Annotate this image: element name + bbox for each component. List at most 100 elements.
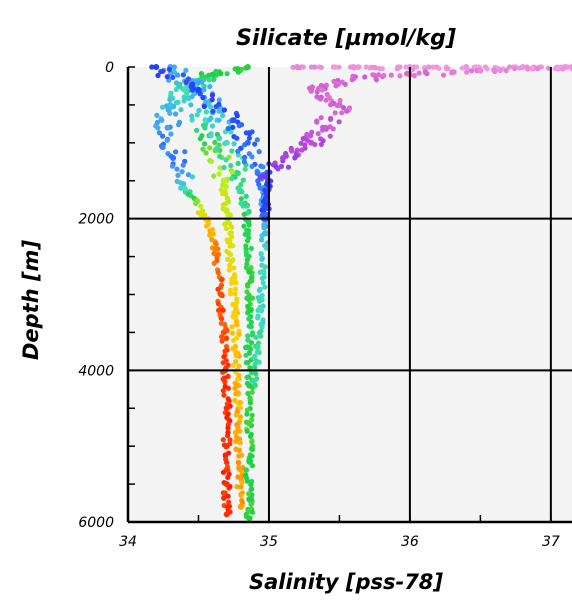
data-point — [257, 174, 263, 181]
data-point — [246, 496, 253, 503]
data-point — [222, 191, 229, 197]
data-point — [235, 160, 241, 166]
data-point — [202, 125, 208, 131]
data-point — [562, 64, 568, 70]
data-point — [234, 322, 240, 328]
data-point — [219, 277, 225, 283]
data-point — [318, 115, 324, 121]
data-point — [336, 101, 343, 108]
data-point — [201, 103, 207, 110]
data-point — [220, 437, 226, 443]
chart-title: Silicate [µmol/kg] — [236, 26, 456, 51]
data-point — [238, 196, 244, 202]
data-point — [238, 492, 244, 498]
data-point — [234, 113, 240, 119]
data-point — [164, 137, 170, 143]
data-point — [257, 298, 263, 304]
data-point — [225, 474, 231, 480]
data-point — [529, 65, 535, 71]
data-point — [234, 170, 241, 177]
data-point — [235, 376, 241, 382]
data-point — [260, 268, 267, 275]
data-point — [328, 102, 334, 108]
data-point — [482, 64, 489, 70]
data-point — [204, 223, 210, 229]
data-point — [173, 111, 179, 117]
data-point — [253, 371, 259, 377]
data-point — [263, 200, 270, 207]
data-point — [178, 107, 184, 113]
data-point — [451, 69, 457, 75]
data-point — [254, 170, 261, 177]
data-point — [250, 378, 256, 384]
data-point — [220, 177, 227, 184]
data-point — [414, 64, 420, 70]
data-point — [235, 474, 241, 480]
data-point — [166, 66, 173, 72]
data-point — [170, 74, 176, 80]
data-point — [155, 125, 161, 131]
data-point — [229, 148, 235, 154]
data-point — [228, 258, 234, 264]
data-point — [246, 268, 253, 275]
data-point — [242, 200, 248, 207]
data-point — [219, 338, 225, 344]
data-point — [248, 446, 255, 452]
data-point — [336, 64, 342, 70]
data-point — [336, 119, 342, 125]
data-point — [330, 126, 336, 132]
data-point — [193, 200, 199, 207]
data-point — [328, 116, 334, 122]
data-point — [228, 230, 234, 236]
data-point — [200, 146, 206, 152]
data-point — [160, 68, 166, 74]
data-point — [259, 256, 265, 262]
data-point — [243, 360, 249, 366]
data-point — [511, 66, 518, 72]
data-point — [230, 117, 237, 124]
data-point — [397, 73, 403, 79]
data-point — [323, 97, 329, 103]
data-point — [246, 458, 253, 465]
data-point — [262, 284, 268, 290]
data-point — [225, 433, 231, 439]
data-point — [203, 150, 209, 156]
data-point — [237, 405, 243, 411]
data-point — [207, 84, 213, 90]
data-point — [362, 74, 368, 80]
data-point — [246, 131, 253, 137]
data-point — [215, 286, 221, 292]
data-point — [235, 69, 241, 75]
data-point — [246, 382, 253, 389]
data-point — [168, 131, 174, 137]
data-point — [233, 359, 239, 365]
data-point — [234, 428, 241, 434]
data-point — [223, 335, 230, 342]
data-point — [444, 66, 450, 72]
data-point — [225, 126, 231, 132]
data-point — [260, 280, 266, 286]
data-point — [257, 306, 264, 313]
data-point — [211, 260, 217, 266]
data-point — [245, 333, 251, 339]
data-point — [226, 499, 232, 505]
data-point — [229, 234, 235, 240]
data-point — [211, 173, 217, 179]
data-point — [245, 390, 251, 397]
data-point — [221, 164, 227, 171]
data-point — [211, 250, 217, 256]
data-point — [170, 155, 177, 161]
data-point — [248, 501, 254, 507]
data-point — [220, 388, 226, 394]
data-point — [463, 64, 470, 70]
data-point — [171, 64, 177, 70]
x-tick-label: 35 — [260, 534, 278, 550]
data-point — [254, 349, 260, 355]
data-point — [219, 334, 225, 340]
data-point — [416, 70, 422, 76]
tick-layer: 34 35 36 37 0 2000 4000 6000 — [78, 60, 559, 550]
data-point — [340, 105, 346, 111]
data-point — [350, 64, 357, 70]
data-point — [198, 203, 204, 209]
data-point — [231, 337, 237, 343]
